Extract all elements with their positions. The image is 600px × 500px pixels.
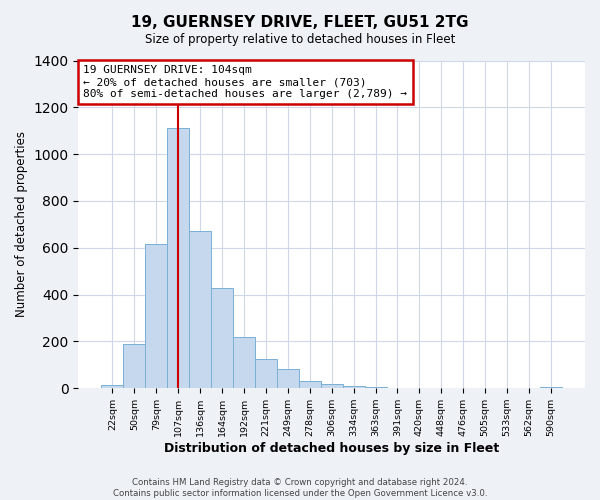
Bar — [365, 387, 386, 388]
Bar — [277, 370, 299, 388]
Text: 19 GUERNSEY DRIVE: 104sqm
← 20% of detached houses are smaller (703)
80% of semi: 19 GUERNSEY DRIVE: 104sqm ← 20% of detac… — [83, 66, 407, 98]
Bar — [189, 232, 211, 388]
X-axis label: Distribution of detached houses by size in Fleet: Distribution of detached houses by size … — [164, 442, 499, 455]
Text: Contains HM Land Registry data © Crown copyright and database right 2024.
Contai: Contains HM Land Registry data © Crown c… — [113, 478, 487, 498]
Bar — [145, 244, 167, 388]
Bar — [255, 359, 277, 388]
Y-axis label: Number of detached properties: Number of detached properties — [15, 132, 28, 318]
Bar — [101, 384, 124, 388]
Bar — [233, 336, 255, 388]
Bar — [124, 344, 145, 388]
Text: Size of property relative to detached houses in Fleet: Size of property relative to detached ho… — [145, 32, 455, 46]
Bar — [321, 384, 343, 388]
Bar — [211, 288, 233, 388]
Bar — [343, 386, 365, 388]
Text: 19, GUERNSEY DRIVE, FLEET, GU51 2TG: 19, GUERNSEY DRIVE, FLEET, GU51 2TG — [131, 15, 469, 30]
Bar — [299, 381, 321, 388]
Bar — [167, 128, 189, 388]
Bar — [540, 387, 562, 388]
